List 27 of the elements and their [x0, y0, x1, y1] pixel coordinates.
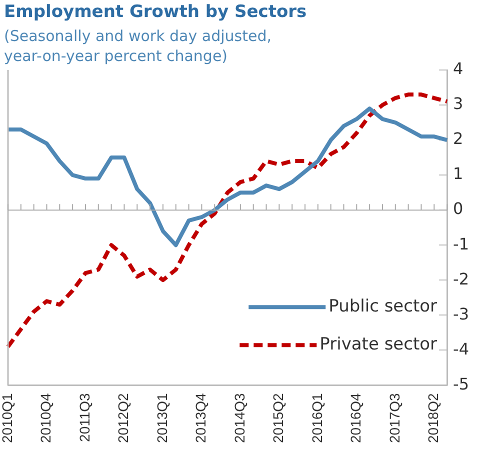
- x-tick-label: 2012Q2: [115, 392, 132, 444]
- y-tick-label: 0: [453, 199, 464, 218]
- line-series: [6, 92, 450, 349]
- legend-label: Public sector: [328, 296, 438, 317]
- y-tick-label: 1: [453, 164, 464, 184]
- y-tick-label: -4: [453, 339, 469, 358]
- y-tick-label: -5: [453, 374, 469, 394]
- x-tick-label: 2011Q3: [76, 392, 92, 442]
- y-tick-label: 4: [453, 59, 464, 78]
- y-tick-label: -2: [453, 269, 469, 288]
- y-tick-label: -3: [453, 304, 469, 324]
- x-tick-label: 2016Q1: [308, 392, 325, 444]
- y-tick-label: 2: [453, 129, 464, 148]
- y-tick-label: 3: [453, 94, 464, 114]
- x-tick-label: 2013Q1: [154, 392, 170, 444]
- chart-subtitle: (Seasonally and work day adjusted, year-on-year percent change): [4, 26, 272, 66]
- chart-title: Employment Growth by Sectors: [4, 2, 307, 22]
- legend-label: Private sector: [320, 334, 438, 355]
- x-tick-label: 2010Q1: [0, 392, 15, 444]
- x-tick-label: 2014Q3: [231, 392, 248, 444]
- x-tick-label: 2015Q2: [270, 392, 286, 444]
- y-tick-label: -1: [453, 234, 469, 254]
- x-tick-label: 2016Q4: [348, 392, 364, 444]
- x-tick-label: 2013Q4: [192, 392, 209, 444]
- x-tick-label: 2010Q4: [38, 392, 54, 444]
- x-tick-label: 2017Q3: [386, 392, 402, 444]
- x-tick-label: 2018Q2: [424, 392, 441, 444]
